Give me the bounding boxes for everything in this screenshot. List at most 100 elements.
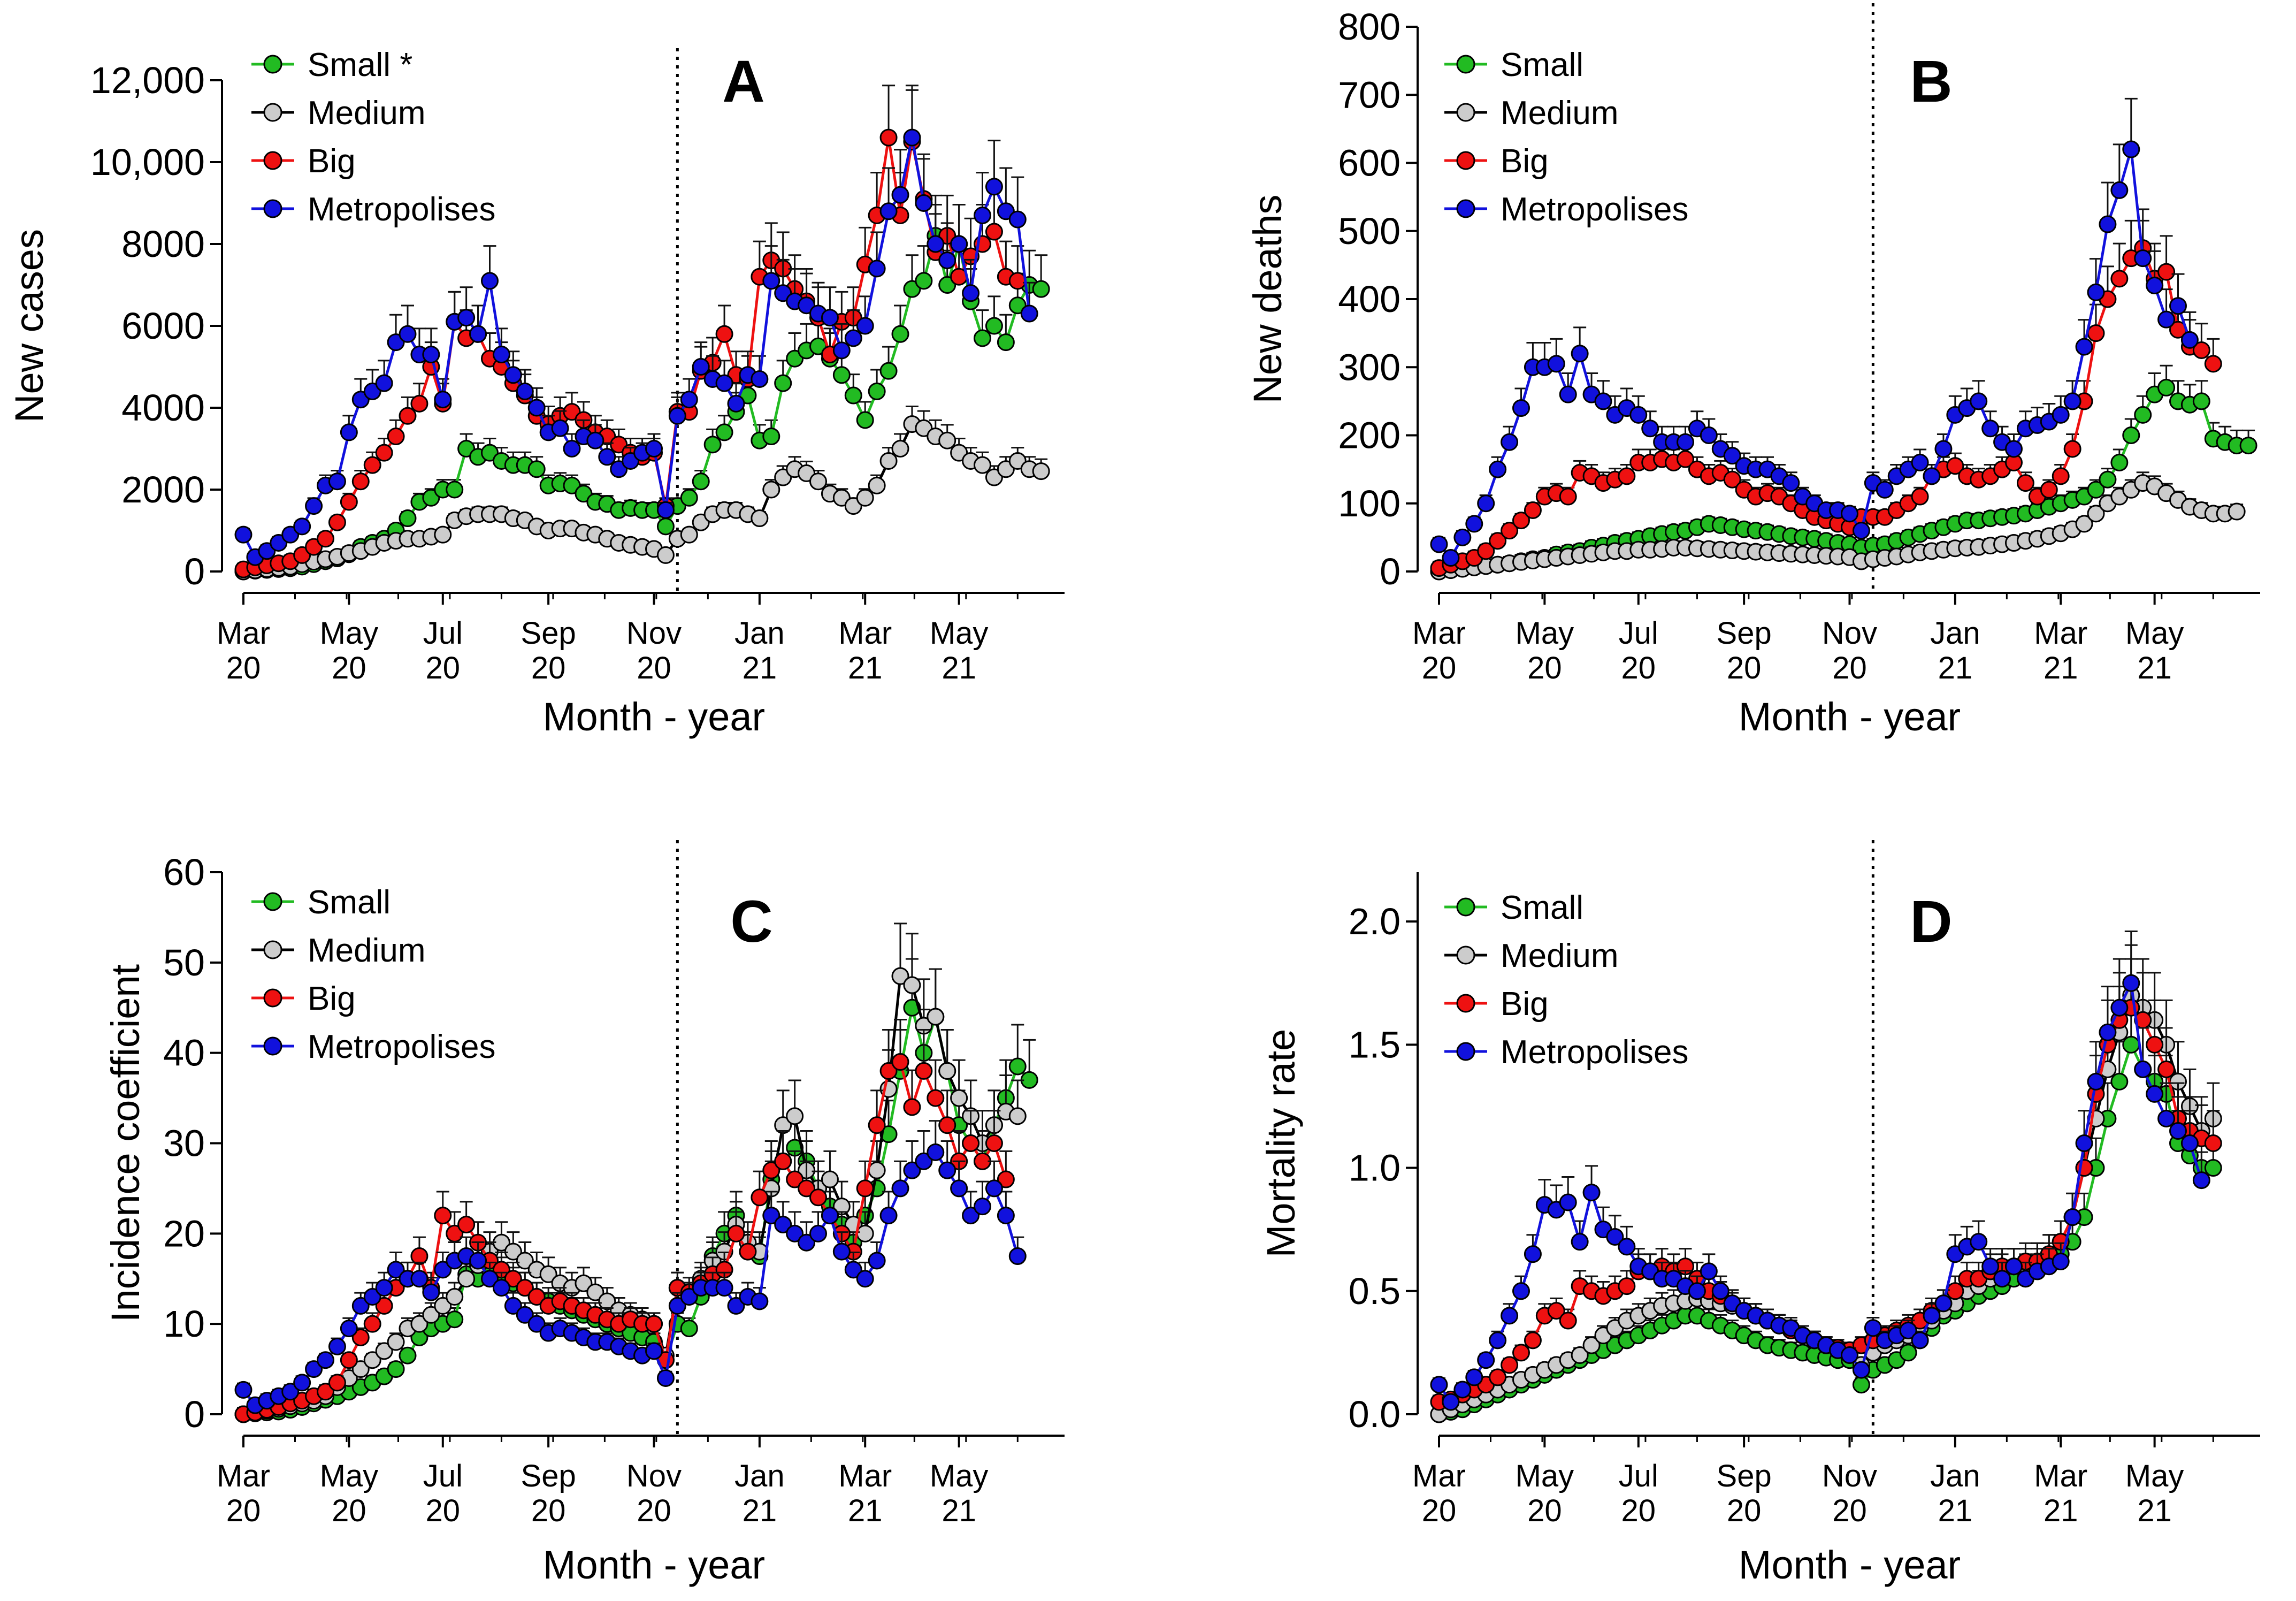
x-tick-year-label: 21 <box>942 1493 976 1528</box>
data-point <box>868 260 886 278</box>
x-tick-month-label: Sep <box>521 1459 576 1493</box>
data-point <box>504 366 522 384</box>
data-point <box>1032 462 1050 481</box>
data-point <box>985 178 1003 196</box>
data-point <box>950 1089 968 1107</box>
data-point <box>727 394 745 413</box>
x-tick-year-label: 21 <box>2137 1493 2172 1528</box>
data-point <box>762 481 780 499</box>
data-point <box>1700 1262 1718 1280</box>
legend-marker <box>1456 151 1475 170</box>
data-point <box>903 976 921 994</box>
x-tick-year-label: 20 <box>332 1493 366 1528</box>
series-small <box>1430 364 2257 581</box>
legend-marker <box>263 892 282 911</box>
data-point <box>1852 522 1870 540</box>
data-point <box>1970 392 1988 410</box>
data-point <box>351 1328 370 1346</box>
data-point <box>938 251 956 270</box>
data-point <box>586 431 604 449</box>
data-point <box>668 407 686 425</box>
y-tick-label: 0.0 <box>1349 1393 1400 1435</box>
y-tick-label: 10 <box>163 1303 205 1345</box>
data-point <box>328 1337 346 1355</box>
data-point <box>1993 1270 2011 1288</box>
data-point <box>680 489 698 507</box>
panel-b: 0100200300400500600700800Mar20May20Jul20… <box>1245 0 2260 739</box>
data-point <box>340 1351 358 1369</box>
y-tick-label: 30 <box>163 1123 205 1164</box>
x-tick-year-label: 21 <box>743 651 777 685</box>
data-point <box>891 440 909 458</box>
data-point <box>1700 426 1718 444</box>
y-tick-label: 600 <box>1338 142 1400 184</box>
data-point <box>293 517 311 536</box>
data-point <box>340 493 358 511</box>
data-point <box>399 407 417 425</box>
data-point <box>821 1207 839 1225</box>
data-point <box>328 1374 346 1392</box>
data-point <box>715 423 733 441</box>
data-point <box>751 1292 769 1310</box>
data-point <box>1489 532 1507 550</box>
x-tick-month-label: Sep <box>1717 1459 1772 1493</box>
data-point <box>1008 1247 1027 1265</box>
data-point <box>856 1270 874 1288</box>
data-point <box>1876 481 1894 499</box>
data-point <box>2110 453 2129 471</box>
data-point <box>798 1233 816 1252</box>
data-point <box>927 1089 945 1107</box>
x-tick-month-label: May <box>2125 1459 2184 1493</box>
legend-label: Small <box>1501 889 1583 926</box>
data-point <box>1571 1233 1589 1251</box>
data-point <box>2016 474 2034 492</box>
data-point <box>1594 392 1612 410</box>
data-point <box>2087 505 2105 523</box>
legend-marker <box>1456 897 1475 917</box>
data-point <box>1020 304 1038 323</box>
data-point <box>1430 1376 1448 1394</box>
x-axis-title: Month - year <box>543 1543 765 1587</box>
data-point <box>1442 549 1460 567</box>
data-point <box>586 1283 604 1301</box>
data-point <box>1512 399 1530 417</box>
legend-label: Medium <box>308 932 426 969</box>
data-point <box>2157 1109 2176 1127</box>
data-point <box>1008 1107 1027 1125</box>
data-point <box>317 1351 334 1369</box>
legend: Small Medium Big Metropolises <box>251 884 495 1065</box>
data-point <box>2169 1122 2187 1140</box>
data-point <box>2075 1134 2093 1152</box>
data-point <box>2087 1072 2105 1091</box>
data-point <box>809 1224 827 1242</box>
x-tick-month-label: May <box>1516 1459 1574 1493</box>
data-point <box>962 284 980 302</box>
data-point <box>422 346 440 364</box>
data-point <box>727 1224 745 1242</box>
data-point <box>2005 440 2023 458</box>
data-point <box>1677 450 1694 468</box>
series-medium <box>1430 471 2246 581</box>
data-point <box>375 1297 393 1315</box>
x-tick-year-label: 20 <box>226 651 261 685</box>
data-point <box>375 374 393 392</box>
data-point <box>751 1188 769 1207</box>
data-point <box>305 497 323 515</box>
data-point <box>1465 515 1483 533</box>
data-point <box>2122 426 2140 444</box>
x-tick-year-label: 20 <box>637 1493 671 1528</box>
x-tick-year-label: 20 <box>1727 651 1762 685</box>
data-point <box>446 1310 464 1329</box>
data-point <box>340 1320 358 1338</box>
data-point <box>399 325 417 343</box>
data-point <box>985 223 1003 241</box>
data-point <box>1547 1302 1565 1320</box>
data-point <box>832 366 851 384</box>
data-point <box>656 546 675 564</box>
data-point <box>516 382 534 400</box>
x-tick-month-label: Mar <box>1412 616 1466 651</box>
legend-label: Metropolises <box>308 1028 495 1065</box>
data-point <box>1559 1193 1577 1211</box>
x-tick-month-label: Sep <box>521 616 576 651</box>
data-point <box>915 1152 933 1170</box>
